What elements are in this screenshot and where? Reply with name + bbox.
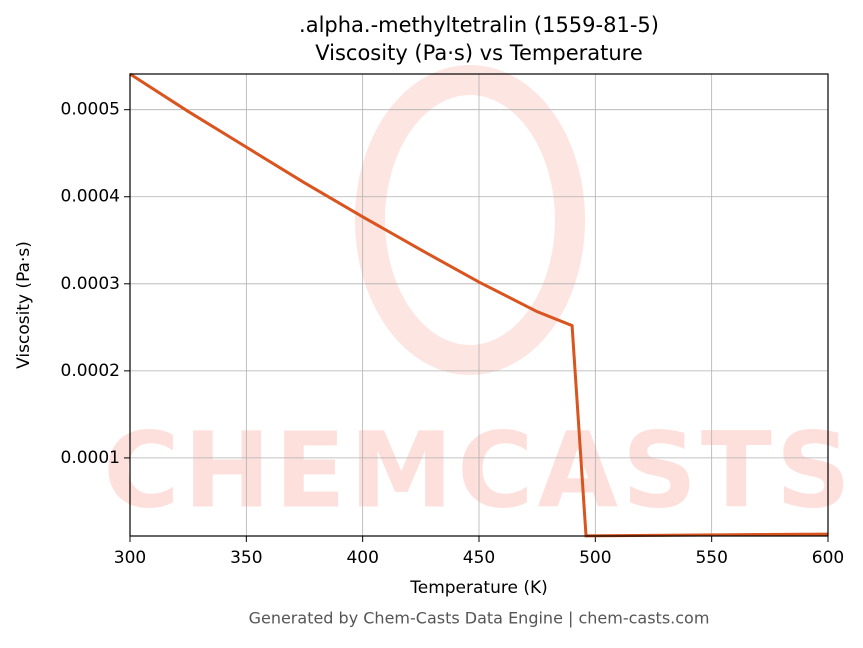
y-tick-label: 0.0005 <box>61 100 120 120</box>
x-tick-label: 450 <box>463 548 495 568</box>
y-tick-label: 0.0004 <box>61 187 120 207</box>
x-tick-label: 300 <box>114 548 146 568</box>
x-tick-label: 550 <box>695 548 727 568</box>
y-tick-label: 0.0001 <box>61 448 120 468</box>
footer: Generated by Chem-Casts Data Engine | ch… <box>249 609 710 628</box>
y-axis-label: Viscosity (Pa·s) <box>14 241 34 369</box>
x-axis-label: Temperature (K) <box>409 578 548 598</box>
plot-frame <box>129 73 829 537</box>
x-tick-label: 400 <box>346 548 378 568</box>
y-tick-label: 0.0002 <box>61 361 120 381</box>
watermark: CHEMCASTS <box>103 409 854 531</box>
x-tick-label: 350 <box>230 548 262 568</box>
x-tick-label: 500 <box>579 548 611 568</box>
data-line <box>129 72 829 538</box>
chart-title: .alpha.-methyltetralin (1559-81-5) <box>299 13 659 37</box>
y-tick-label: 0.0003 <box>61 274 120 294</box>
chart-subtitle: Viscosity (Pa·s) vs Temperature <box>315 41 643 65</box>
x-tick-label: 600 <box>812 548 844 568</box>
